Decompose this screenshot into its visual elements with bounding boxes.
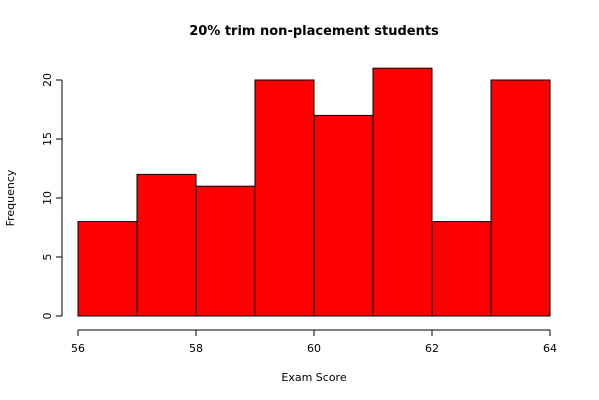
x-tick-label: 56 xyxy=(71,342,85,355)
chart-title: 20% trim non-placement students xyxy=(189,24,439,39)
bar xyxy=(372,67,433,317)
bar xyxy=(195,185,256,317)
bar xyxy=(313,114,374,317)
bar xyxy=(254,79,315,317)
y-axis-label: Frequency xyxy=(4,169,17,226)
x-axis-label: Exam Score xyxy=(281,371,346,384)
x-tick-label: 64 xyxy=(543,342,557,355)
y-tick-label: 20 xyxy=(41,73,54,87)
bar xyxy=(77,221,138,317)
y-tick-label: 5 xyxy=(41,254,54,261)
y-tick-label: 10 xyxy=(41,191,54,205)
bar xyxy=(136,173,197,317)
bar xyxy=(431,221,492,317)
x-tick-label: 58 xyxy=(189,342,203,355)
x-tick-label: 60 xyxy=(307,342,321,355)
y-tick-label: 0 xyxy=(41,313,54,320)
bar xyxy=(490,79,551,317)
x-tick-label: 62 xyxy=(425,342,439,355)
y-tick-label: 15 xyxy=(41,132,54,146)
